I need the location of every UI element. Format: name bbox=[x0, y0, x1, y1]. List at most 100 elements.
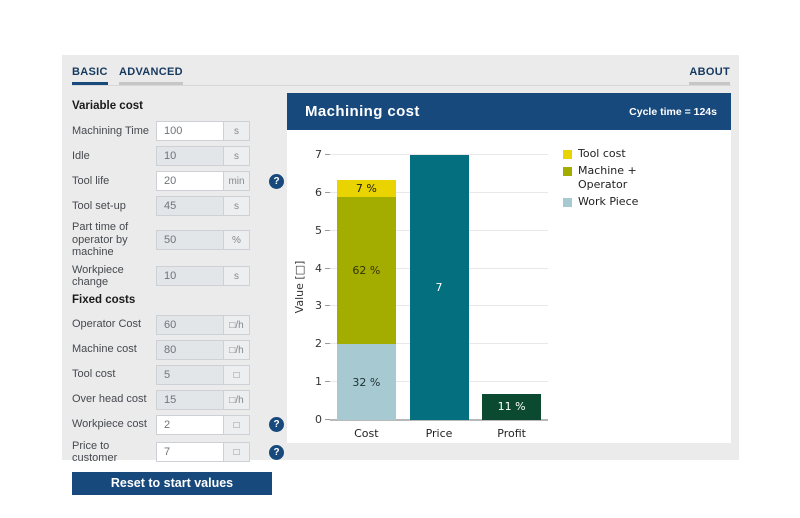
field-label: Price to customer bbox=[72, 439, 118, 465]
x-tick-label: Cost bbox=[354, 427, 379, 440]
price-to-customer-input[interactable]: 7 bbox=[156, 442, 224, 462]
field-label: Tool cost bbox=[72, 368, 116, 381]
over-head-cost-input: 15 bbox=[156, 389, 224, 410]
y-tick-label: 5 bbox=[315, 223, 322, 237]
input-row-idle: Idle 10 s ? bbox=[72, 146, 284, 166]
chart-title: Machining cost bbox=[305, 103, 420, 120]
y-tick-label: 7 bbox=[315, 148, 322, 161]
input-row-tool-set-up: Tool set-up 45 s ? bbox=[72, 196, 284, 216]
variable-cost-header: Variable cost bbox=[72, 100, 143, 112]
y-tick-label: 0 bbox=[315, 413, 322, 426]
field-label: Machine cost bbox=[72, 343, 137, 356]
field-label: Workpiece cost bbox=[72, 418, 147, 431]
unit-label: □/h bbox=[224, 389, 250, 410]
machine-cost-input: 80 bbox=[156, 339, 224, 360]
x-axis-line bbox=[330, 419, 548, 421]
y-tick-label: 1 bbox=[315, 375, 322, 389]
bar-segment-profit: 11 % bbox=[482, 393, 542, 420]
x-tick-label: Price bbox=[425, 427, 453, 440]
input-row-workpiece-cost: Workpiece cost 2 □ ? bbox=[72, 414, 284, 435]
unit-label: s bbox=[224, 196, 250, 216]
y-tick-mark bbox=[325, 419, 330, 420]
help-icon[interactable]: ? bbox=[269, 444, 284, 460]
cycle-time-label: Cycle time = 124s bbox=[629, 105, 717, 118]
input-row-operator-part-time: Part time of operator by machine 50 % ? bbox=[72, 221, 284, 259]
y-tick-mark bbox=[325, 154, 330, 155]
unit-label: % bbox=[224, 229, 250, 250]
y-tick-label: 2 bbox=[315, 337, 322, 351]
field-label: Workpiece change bbox=[72, 263, 124, 289]
tab-advanced[interactable]: ADVANCED bbox=[119, 66, 183, 85]
y-tick-mark bbox=[325, 343, 330, 345]
x-tick-label: Profit bbox=[497, 427, 526, 440]
bar-segment-tool-cost: 7 % bbox=[336, 180, 396, 197]
bar-segment-machine-operator: 62 % bbox=[336, 196, 396, 345]
plot-area: 0 1 2 3 4 5 6 7 32 % 62 % 7 % Cost 7 Price 11 % Profit bbox=[315, 148, 548, 440]
legend-swatch-icon bbox=[563, 167, 572, 176]
help-icon[interactable]: ? bbox=[269, 173, 284, 189]
legend-label: Tool cost bbox=[578, 147, 626, 160]
legend-swatch-icon bbox=[563, 150, 572, 159]
bar-profit: 11 % bbox=[482, 393, 542, 420]
plot-region: Value [□] 0 1 2 3 4 5 6 7 32 % 62 % 7 % Cost 7 Price 1… bbox=[287, 130, 731, 443]
tab-basic[interactable]: BASIC bbox=[72, 66, 108, 85]
fixed-costs-header: Fixed costs bbox=[72, 293, 136, 306]
bar-segment-work-piece: 32 % bbox=[336, 344, 396, 420]
help-icon[interactable]: ? bbox=[269, 417, 284, 432]
reset-button[interactable]: Reset to start values bbox=[72, 471, 272, 495]
input-row-tool-life: Tool life 20 min ? bbox=[72, 171, 284, 191]
y-tick-label: 3 bbox=[315, 299, 322, 313]
field-label: Tool set-up bbox=[72, 199, 126, 212]
input-row-price-to-customer: Price to customer 7 □ ? bbox=[72, 440, 284, 465]
input-row-machining-time: Machining Time 100 s ? bbox=[72, 121, 284, 141]
field-label: Over head cost bbox=[72, 393, 147, 406]
cost-input-sidebar: Variable cost Machining Time 100 s ? Idl… bbox=[72, 95, 284, 495]
unit-label: □/h bbox=[224, 339, 250, 360]
y-tick-mark bbox=[325, 305, 330, 307]
workpiece-change-input: 10 bbox=[156, 266, 224, 286]
field-label: Machining Time bbox=[72, 124, 150, 137]
bar-cost: 32 % 62 % 7 % bbox=[336, 180, 396, 420]
tool-set-up-input: 45 bbox=[156, 196, 224, 216]
input-row-machine-cost: Machine cost 80 □/h ? bbox=[72, 339, 284, 360]
tool-life-input[interactable]: 20 bbox=[156, 171, 224, 191]
unit-label: □ bbox=[224, 364, 250, 385]
legend-item-machine-operator: Machine + Operator bbox=[563, 164, 660, 192]
unit-label: □/h bbox=[224, 314, 250, 335]
input-row-operator-cost: Operator Cost 60 □/h ? bbox=[72, 314, 284, 335]
y-tick-mark bbox=[325, 267, 330, 269]
idle-input: 10 bbox=[156, 146, 224, 166]
legend-item-work-piece: Work Piece bbox=[563, 195, 660, 209]
field-label: Operator Cost bbox=[72, 318, 142, 331]
chart-header-bar: Machining cost Cycle time = 124s bbox=[287, 93, 731, 130]
unit-label: □ bbox=[224, 442, 250, 462]
y-tick-label: 6 bbox=[315, 185, 322, 199]
field-label: Tool life bbox=[72, 174, 110, 187]
legend-label: Work Piece bbox=[578, 195, 639, 208]
main-panel: BASIC ADVANCED ABOUT Variable cost Machi… bbox=[62, 55, 739, 495]
workpiece-cost-input[interactable]: 2 bbox=[156, 414, 224, 435]
unit-label: s bbox=[224, 146, 250, 166]
unit-label: s bbox=[224, 121, 250, 141]
y-tick-mark bbox=[325, 381, 330, 383]
y-tick-mark bbox=[325, 229, 330, 231]
chart-legend: Tool cost Machine + Operator Work Piece bbox=[563, 147, 660, 212]
unit-label: min bbox=[224, 171, 250, 191]
bar-segment-price: 7 bbox=[409, 155, 469, 420]
operator-part-time-input: 50 bbox=[156, 229, 224, 250]
input-row-workpiece-change: Workpiece change 10 s ? bbox=[72, 264, 284, 289]
legend-swatch-icon bbox=[563, 198, 572, 207]
tab-about[interactable]: ABOUT bbox=[689, 66, 730, 85]
legend-item-tool-cost: Tool cost bbox=[563, 147, 660, 161]
unit-label: □ bbox=[224, 414, 250, 435]
field-label: Idle bbox=[72, 149, 90, 162]
bar-price: 7 bbox=[409, 155, 469, 420]
machining-time-input[interactable]: 100 bbox=[156, 121, 224, 141]
tab-divider bbox=[72, 85, 731, 86]
operator-cost-input: 60 bbox=[156, 314, 224, 335]
tool-cost-input: 5 bbox=[156, 364, 224, 385]
y-tick-label: 4 bbox=[315, 261, 322, 275]
y-axis-title: Value [□] bbox=[293, 260, 306, 314]
gridline bbox=[330, 154, 548, 155]
